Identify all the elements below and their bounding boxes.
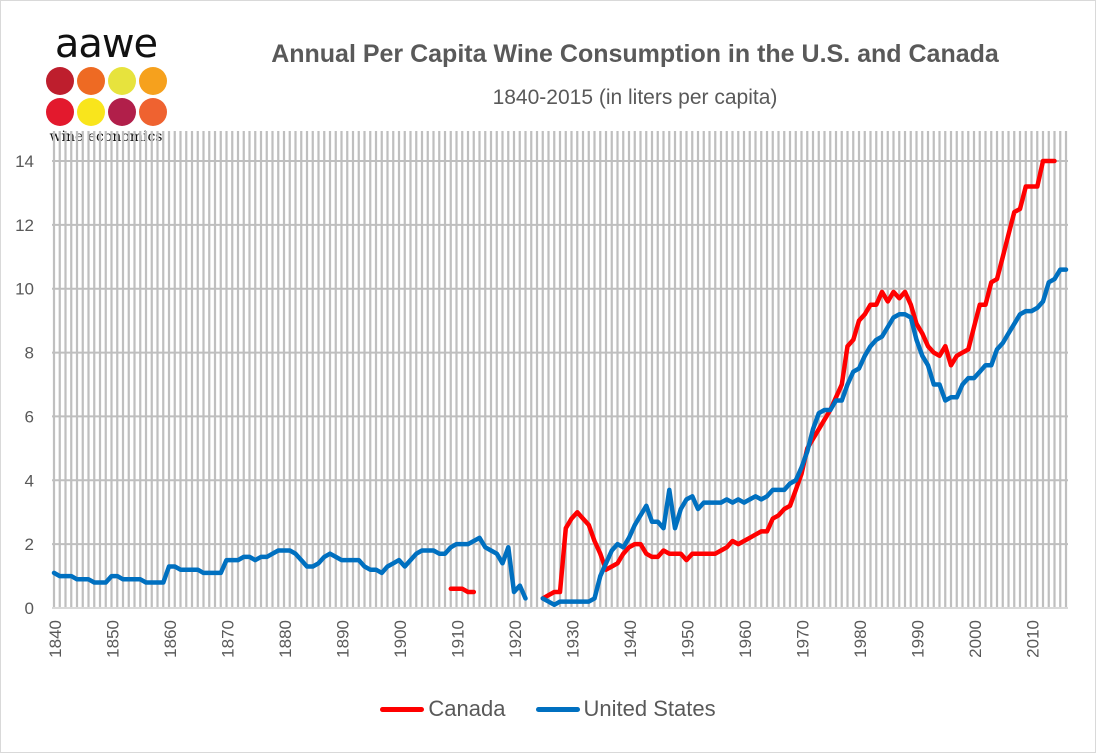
logo-dot — [138, 98, 167, 126]
legend-label-canada: Canada — [428, 696, 506, 721]
x-tick-label: 2010 — [1024, 620, 1043, 658]
x-tick-label: 1990 — [909, 620, 928, 658]
legend-swatch-canada — [380, 706, 425, 712]
legend-label-united-states: United States — [583, 696, 716, 721]
x-tick-label: 1860 — [161, 620, 180, 658]
y-tick-label: 10 — [15, 280, 34, 299]
series-line-united-states — [540, 267, 1069, 608]
chart-title: Annual Per Capita Wine Consumption in th… — [271, 40, 999, 68]
x-tick-label: 1840 — [46, 620, 65, 658]
logo-dot — [45, 98, 74, 126]
legend-item-united-states: United States — [535, 696, 716, 722]
x-tick-label: 1910 — [449, 620, 468, 658]
series-line-united-states — [51, 535, 528, 601]
x-tick-label: 1920 — [506, 620, 525, 658]
y-tick-label: 12 — [15, 216, 34, 235]
x-tick-label: 1960 — [736, 620, 755, 658]
x-tick-label: 1900 — [391, 620, 410, 658]
logo-dot — [107, 67, 136, 95]
gridlines — [52, 131, 1068, 609]
series-line-canada — [540, 158, 1057, 601]
series-line-canada — [448, 586, 477, 595]
y-axis-ticks: 0 2 4 6 8 10 12 14 — [15, 152, 34, 618]
logo-dot — [76, 67, 105, 95]
y-tick-label: 6 — [25, 407, 34, 426]
logo-dot — [138, 67, 167, 95]
x-tick-label: 1940 — [621, 620, 640, 658]
logo-dot — [76, 98, 105, 126]
y-tick-label: 8 — [25, 344, 34, 363]
x-tick-label: 1850 — [104, 620, 123, 658]
y-tick-label: 4 — [25, 471, 34, 490]
x-tick-label: 1880 — [276, 620, 295, 658]
logo-dots — [40, 67, 172, 126]
x-tick-label: 1890 — [334, 620, 353, 658]
y-tick-label: 2 — [25, 535, 34, 554]
series-lines — [51, 158, 1069, 608]
x-tick-label: 1970 — [794, 620, 813, 658]
x-tick-label: 1870 — [219, 620, 238, 658]
chart-subtitle: 1840-2015 (in liters per capita) — [492, 86, 778, 109]
x-tick-label: 1980 — [851, 620, 870, 658]
logo-wordmark: aawe — [54, 21, 158, 67]
y-tick-label: 14 — [15, 152, 34, 171]
legend: Canada United States — [0, 696, 1096, 722]
logo-dot — [45, 67, 74, 95]
x-axis-ticks: 1840 1850 1860 1870 1880 1890 1900 1910 1920 1930… — [46, 620, 1043, 658]
x-tick-label: 1930 — [564, 620, 583, 658]
legend-swatch-united-states — [535, 706, 580, 712]
x-tick-label: 2000 — [966, 620, 985, 658]
legend-item-canada: Canada — [380, 696, 506, 722]
logo-dot — [107, 98, 136, 126]
x-tick-label: 1950 — [679, 620, 698, 658]
y-tick-label: 0 — [25, 599, 34, 618]
